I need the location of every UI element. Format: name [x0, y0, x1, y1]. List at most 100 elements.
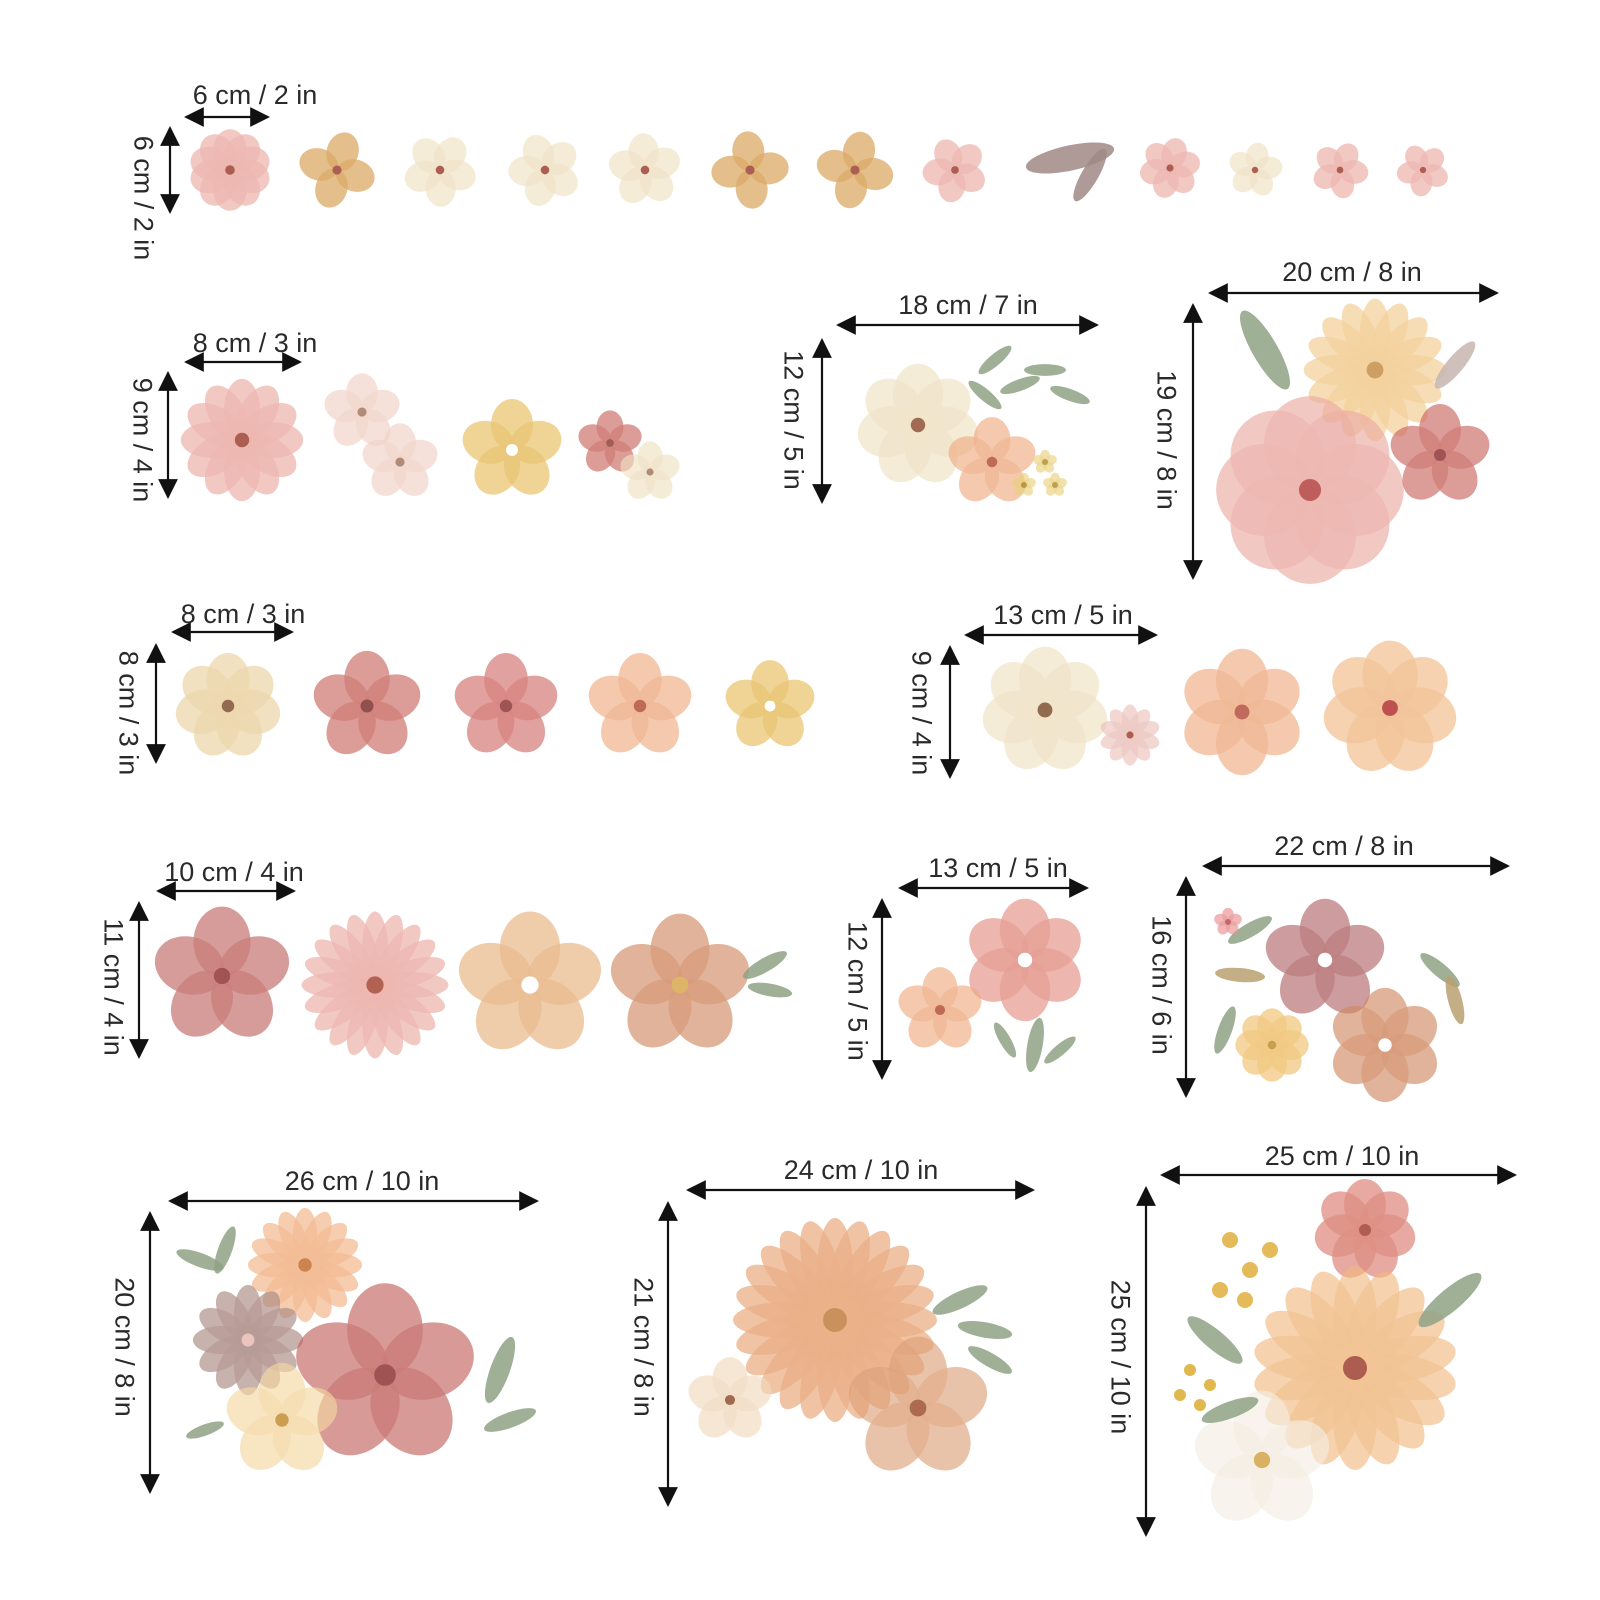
group-6-width-label: 13 cm / 5 in — [993, 600, 1133, 630]
bud-icon — [1174, 1389, 1186, 1401]
group-3-width-label: 18 cm / 7 in — [898, 290, 1038, 320]
leaf-icon — [1239, 310, 1291, 390]
group-10-height-label: 20 cm / 8 in — [109, 1277, 140, 1417]
group-1-width-label: 6 cm / 2 in — [192, 80, 318, 110]
flower-icon — [725, 660, 815, 747]
leaf-icon — [484, 1336, 516, 1404]
leaf-icon — [1050, 385, 1090, 405]
leaf-icon — [1418, 1272, 1482, 1328]
flower-icon — [948, 417, 1036, 502]
group-7-height-label: 11 cm / 4 in — [98, 918, 129, 1056]
leaf-icon — [1201, 1397, 1259, 1423]
flower-icon — [454, 652, 558, 753]
group-9-width-label: 22 cm / 8 in — [1274, 831, 1414, 861]
group-11-width-label: 24 cm / 10 in — [783, 1155, 939, 1185]
berry-icon — [1222, 1232, 1238, 1248]
small-flower-icon — [190, 129, 270, 211]
flower-icon — [1184, 648, 1300, 776]
bud-icon — [1204, 1379, 1216, 1391]
flower-icon — [1332, 987, 1438, 1103]
leaf-icon — [186, 1421, 224, 1439]
group-7-width-label: 10 cm / 4 in — [164, 857, 304, 887]
small-flower-icon — [404, 137, 476, 207]
leaf-icon — [968, 1346, 1012, 1374]
group-5-width-label: 8 cm / 3 in — [180, 599, 306, 629]
flower-icon — [324, 373, 400, 446]
flower-icon — [688, 1357, 772, 1438]
leaf-icon — [484, 1408, 536, 1432]
flower-icon — [180, 378, 304, 502]
flower-icon — [1216, 396, 1404, 584]
small-flower-icon — [711, 131, 789, 209]
flower-icon — [247, 1207, 363, 1323]
bud-icon — [1184, 1364, 1196, 1376]
bud-icon — [1194, 1399, 1206, 1411]
group-9-height-label: 16 cm / 6 in — [1146, 915, 1177, 1055]
flower-icon — [1033, 449, 1057, 473]
small-flower-icon — [1313, 143, 1369, 199]
group-12-width-label: 25 cm / 10 in — [1264, 1141, 1420, 1171]
leaf-icon — [747, 982, 793, 998]
berry-icon — [1262, 1242, 1278, 1258]
flower-icon — [588, 652, 692, 753]
flower-icon — [1265, 898, 1385, 1014]
flower-icon — [857, 363, 979, 483]
flower-icon — [620, 441, 680, 499]
leaf-icon — [176, 1249, 224, 1271]
flower-icon — [226, 1362, 338, 1470]
flower-icon — [1043, 472, 1067, 496]
flower-icon — [1314, 1179, 1416, 1278]
flower-icon — [1235, 1008, 1309, 1082]
flower-icon — [296, 1283, 474, 1456]
group-12-height-label: 25 cm / 10 in — [1105, 1279, 1136, 1435]
leaf-icon — [968, 380, 1002, 410]
leaf-icon — [214, 1226, 236, 1274]
flower-icon — [1100, 704, 1160, 766]
group-2-height-label: 9 cm / 4 in — [127, 377, 158, 503]
group-6-height-label: 9 cm / 4 in — [906, 650, 937, 776]
flower-icon — [848, 1336, 988, 1471]
leaf-icon — [743, 951, 787, 979]
leaf-icon — [1445, 975, 1465, 1025]
leaf-icon — [1000, 375, 1040, 395]
berry-icon — [1237, 1292, 1253, 1308]
leaf-icon — [1214, 1006, 1236, 1054]
small-flower-icon — [1140, 138, 1200, 198]
group-8-height-label: 12 cm / 5 in — [842, 921, 873, 1061]
group-10-width-label: 26 cm / 10 in — [284, 1166, 440, 1196]
berry-icon — [1212, 1282, 1228, 1298]
flower-icon — [458, 911, 602, 1050]
flower-icon — [175, 652, 281, 756]
leaf-icon — [1044, 1036, 1076, 1064]
flower-icon — [301, 911, 449, 1059]
leaf-icon — [957, 1321, 1013, 1339]
leaf-icon — [1215, 967, 1265, 983]
flower-icon — [969, 898, 1081, 1022]
flower-icon — [898, 967, 982, 1048]
small-flower-icon — [609, 133, 680, 204]
small-flower-icon — [508, 134, 578, 206]
group-8-width-label: 13 cm / 5 in — [928, 853, 1068, 883]
flower-icon — [982, 646, 1108, 770]
flower-icon — [154, 906, 290, 1037]
leaf-icon — [1024, 364, 1066, 376]
flower-icon — [1323, 640, 1457, 771]
flower-icon — [462, 399, 562, 495]
leaf-icon — [1026, 1017, 1044, 1073]
leaf-icon — [1228, 916, 1272, 944]
group-2-width-label: 8 cm / 3 in — [192, 328, 318, 358]
leaf-icon — [1073, 148, 1107, 202]
leaf-icon — [932, 1285, 988, 1315]
small-flower-icon — [1229, 142, 1283, 196]
small-flower-icon — [299, 132, 375, 208]
leaf-icon — [978, 345, 1012, 375]
flower-icon — [1390, 404, 1490, 500]
group-4-width-label: 20 cm / 8 in — [1282, 257, 1422, 287]
berry-icon — [1242, 1262, 1258, 1278]
flower-icon — [1012, 472, 1036, 496]
small-flower-icon — [922, 139, 985, 203]
group-11-height-label: 21 cm / 8 in — [628, 1277, 659, 1417]
flower-icon — [313, 650, 421, 755]
